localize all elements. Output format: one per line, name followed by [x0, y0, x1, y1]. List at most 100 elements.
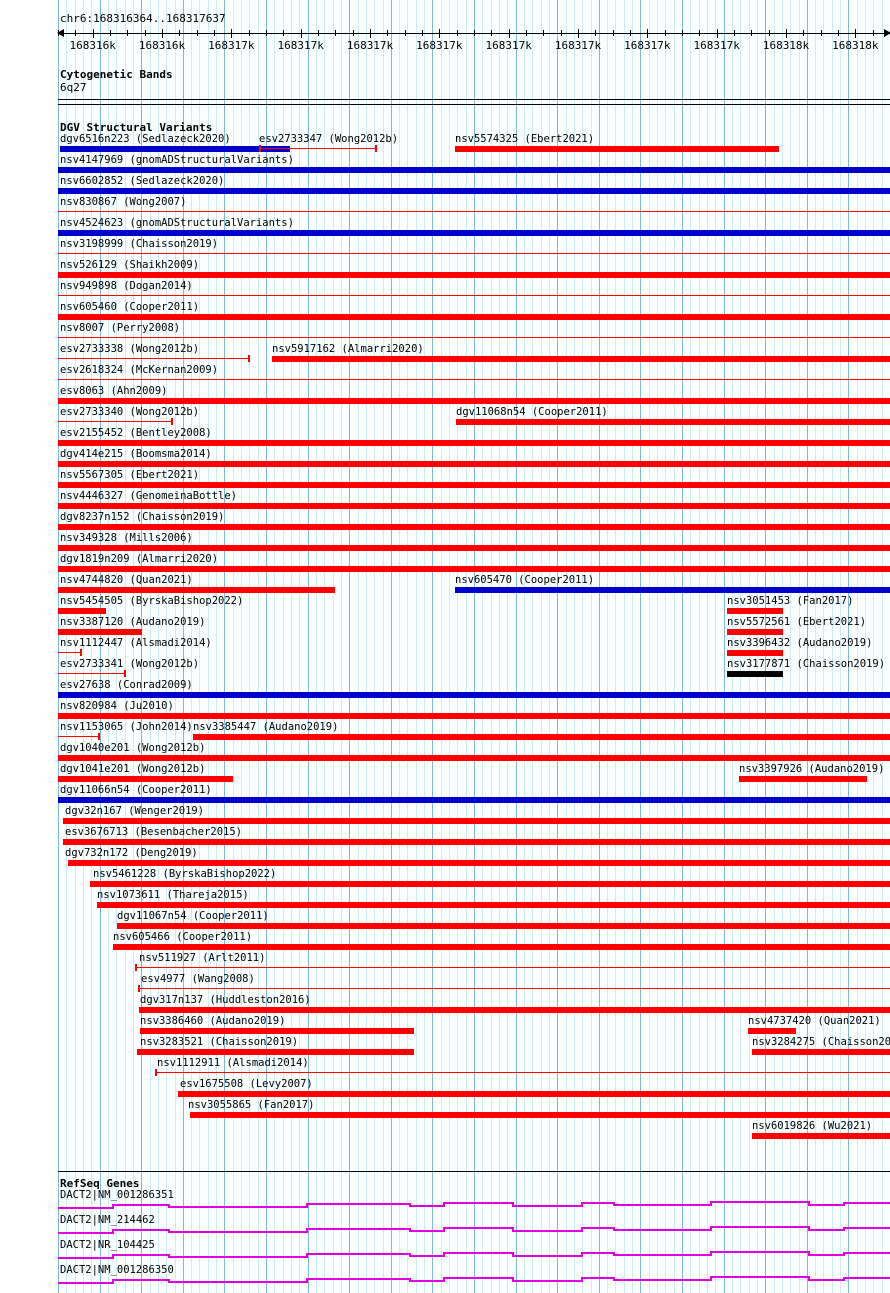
gene-exon-segment[interactable]: [710, 1276, 808, 1278]
variant-label[interactable]: dgv11067n54 (Cooper2011): [117, 910, 269, 922]
variant-bar[interactable]: [178, 1091, 890, 1097]
variant-label[interactable]: dgv1041e201 (Wong2012b): [60, 763, 206, 775]
gene-exon-segment[interactable]: [58, 1282, 112, 1284]
variant-label[interactable]: nsv3396432 (Audano2019): [727, 637, 873, 649]
variant-bar[interactable]: [727, 608, 783, 614]
gene-exon-segment[interactable]: [443, 1202, 512, 1204]
variant-label[interactable]: nsv949898 (Dogan2014): [60, 280, 193, 292]
variant-label[interactable]: nsv820984 (Ju2010): [60, 700, 174, 712]
variant-bar[interactable]: [58, 188, 890, 194]
variant-label[interactable]: nsv5454505 (ByrskaBishop2022): [60, 595, 244, 607]
gene-exon-segment[interactable]: [58, 1207, 112, 1209]
variant-bar[interactable]: [727, 671, 783, 677]
variant-label[interactable]: dgv6516n223 (Sedlazeck2020): [60, 133, 231, 145]
gene-exon-segment[interactable]: [808, 1229, 843, 1231]
gene-exon-segment[interactable]: [306, 1278, 409, 1280]
variant-label[interactable]: nsv4446327 (GenomeinaBottle): [60, 490, 238, 502]
variant-label[interactable]: nsv1153065 (John2014): [60, 721, 193, 733]
variant-bar[interactable]: [68, 860, 890, 866]
gene-exon-segment[interactable]: [112, 1204, 168, 1206]
gene-label[interactable]: DACT2|NM_001286351: [60, 1189, 174, 1201]
variant-label[interactable]: nsv349328 (Mills2006): [60, 532, 193, 544]
variant-label[interactable]: dgv1040e201 (Wong2012b): [60, 742, 206, 754]
variant-label[interactable]: nsv3386460 (Audano2019): [140, 1015, 286, 1027]
variant-bar[interactable]: [752, 1133, 890, 1139]
variant-bar[interactable]: [58, 652, 82, 653]
variant-bar[interactable]: [58, 713, 890, 719]
gene-exon-segment[interactable]: [512, 1205, 581, 1207]
variant-label[interactable]: dgv1819n209 (Almarri2020): [60, 553, 219, 565]
variant-label[interactable]: nsv1073611 (Thareja2015): [97, 889, 249, 901]
variant-bar[interactable]: [727, 650, 783, 656]
variant-bar[interactable]: [139, 1007, 890, 1013]
gene-exon-segment[interactable]: [613, 1279, 710, 1281]
gene-exon-segment[interactable]: [581, 1202, 613, 1204]
variant-bar[interactable]: [58, 230, 890, 236]
variant-label[interactable]: nsv830867 (Wong2007): [60, 196, 187, 208]
variant-bar[interactable]: [259, 148, 377, 149]
variant-bar[interactable]: [135, 967, 890, 968]
variant-bar[interactable]: [739, 776, 867, 782]
gene-exon-segment[interactable]: [710, 1201, 808, 1203]
gene-exon-segment[interactable]: [168, 1231, 306, 1233]
gene-exon-segment[interactable]: [306, 1253, 409, 1255]
variant-label[interactable]: nsv4744820 (Quan2021): [60, 574, 193, 586]
variant-label[interactable]: dgv11066n54 (Cooper2011): [60, 784, 212, 796]
variant-bar[interactable]: [58, 398, 890, 404]
variant-bar[interactable]: [455, 587, 890, 593]
variant-label[interactable]: nsv1112447 (Alsmadi2014): [60, 637, 212, 649]
variant-label[interactable]: nsv6602852 (Sedlazeck2020): [60, 175, 225, 187]
variant-label[interactable]: nsv4147969 (gnomADStructuralVariants): [60, 154, 294, 166]
coordinate-ruler[interactable]: [57, 29, 890, 38]
variant-bar[interactable]: [58, 379, 890, 380]
variant-label[interactable]: nsv8007 (Perry2008): [60, 322, 181, 334]
variant-label[interactable]: nsv3198999 (Chaisson2019): [60, 238, 219, 250]
variant-bar[interactable]: [137, 1049, 414, 1055]
variant-label[interactable]: esv2733338 (Wong2012b): [60, 343, 200, 355]
gene-exon-segment[interactable]: [512, 1230, 581, 1232]
variant-label[interactable]: esv2733347 (Wong2012b): [259, 133, 399, 145]
variant-bar[interactable]: [456, 419, 890, 425]
gene-exon-segment[interactable]: [409, 1230, 443, 1232]
gene-exon-segment[interactable]: [613, 1204, 710, 1206]
variant-label[interactable]: nsv6019826 (Wu2021): [752, 1120, 873, 1132]
gene-exon-segment[interactable]: [409, 1280, 443, 1282]
variant-label[interactable]: nsv3055865 (Fan2017): [188, 1099, 315, 1111]
gene-exon-segment[interactable]: [808, 1204, 843, 1206]
gene-exon-segment[interactable]: [843, 1202, 890, 1204]
variant-bar[interactable]: [58, 482, 890, 488]
gene-exon-segment[interactable]: [808, 1279, 843, 1281]
gene-exon-segment[interactable]: [843, 1252, 890, 1254]
variant-bar[interactable]: [58, 736, 100, 737]
variant-label[interactable]: nsv4737420 (Quan2021): [748, 1015, 881, 1027]
variant-bar[interactable]: [748, 1028, 796, 1034]
gene-exon-segment[interactable]: [710, 1226, 808, 1228]
gene-label[interactable]: DACT2|NR_104425: [60, 1239, 155, 1251]
variant-bar[interactable]: [58, 503, 890, 509]
gene-exon-segment[interactable]: [409, 1255, 443, 1257]
variant-bar[interactable]: [113, 944, 890, 950]
variant-bar[interactable]: [97, 902, 890, 908]
variant-label[interactable]: esv3676713 (Besenbacher2015): [65, 826, 243, 838]
variant-bar[interactable]: [58, 440, 890, 446]
variant-bar[interactable]: [58, 358, 250, 359]
variant-label[interactable]: nsv5567305 (Ebert2021): [60, 469, 200, 481]
variant-label[interactable]: esv27638 (Conrad2009): [60, 679, 193, 691]
variant-label[interactable]: esv2155452 (Bentley2008): [60, 427, 212, 439]
variant-label[interactable]: dgv317n137 (Huddleston2016): [140, 994, 311, 1006]
variant-label[interactable]: esv8063 (Ahn2009): [60, 385, 168, 397]
variant-label[interactable]: nsv5917162 (Almarri2020): [272, 343, 424, 355]
variant-label[interactable]: nsv1112911 (Alsmadi2014): [157, 1057, 309, 1069]
gene-exon-segment[interactable]: [168, 1206, 306, 1208]
gene-exon-segment[interactable]: [112, 1254, 168, 1256]
variant-label[interactable]: esv2733340 (Wong2012b): [60, 406, 200, 418]
variant-bar[interactable]: [58, 461, 890, 467]
variant-label[interactable]: dgv11068n54 (Cooper2011): [456, 406, 608, 418]
variant-label[interactable]: dgv414e215 (Boomsma2014): [60, 448, 212, 460]
variant-label[interactable]: dgv32n167 (Wenger2019): [65, 805, 205, 817]
variant-label[interactable]: esv1675508 (Levy2007): [180, 1078, 313, 1090]
variant-label[interactable]: nsv511927 (Arlt2011): [139, 952, 266, 964]
gene-exon-segment[interactable]: [168, 1256, 306, 1258]
gene-exon-segment[interactable]: [443, 1277, 512, 1279]
variant-bar[interactable]: [140, 1028, 414, 1034]
